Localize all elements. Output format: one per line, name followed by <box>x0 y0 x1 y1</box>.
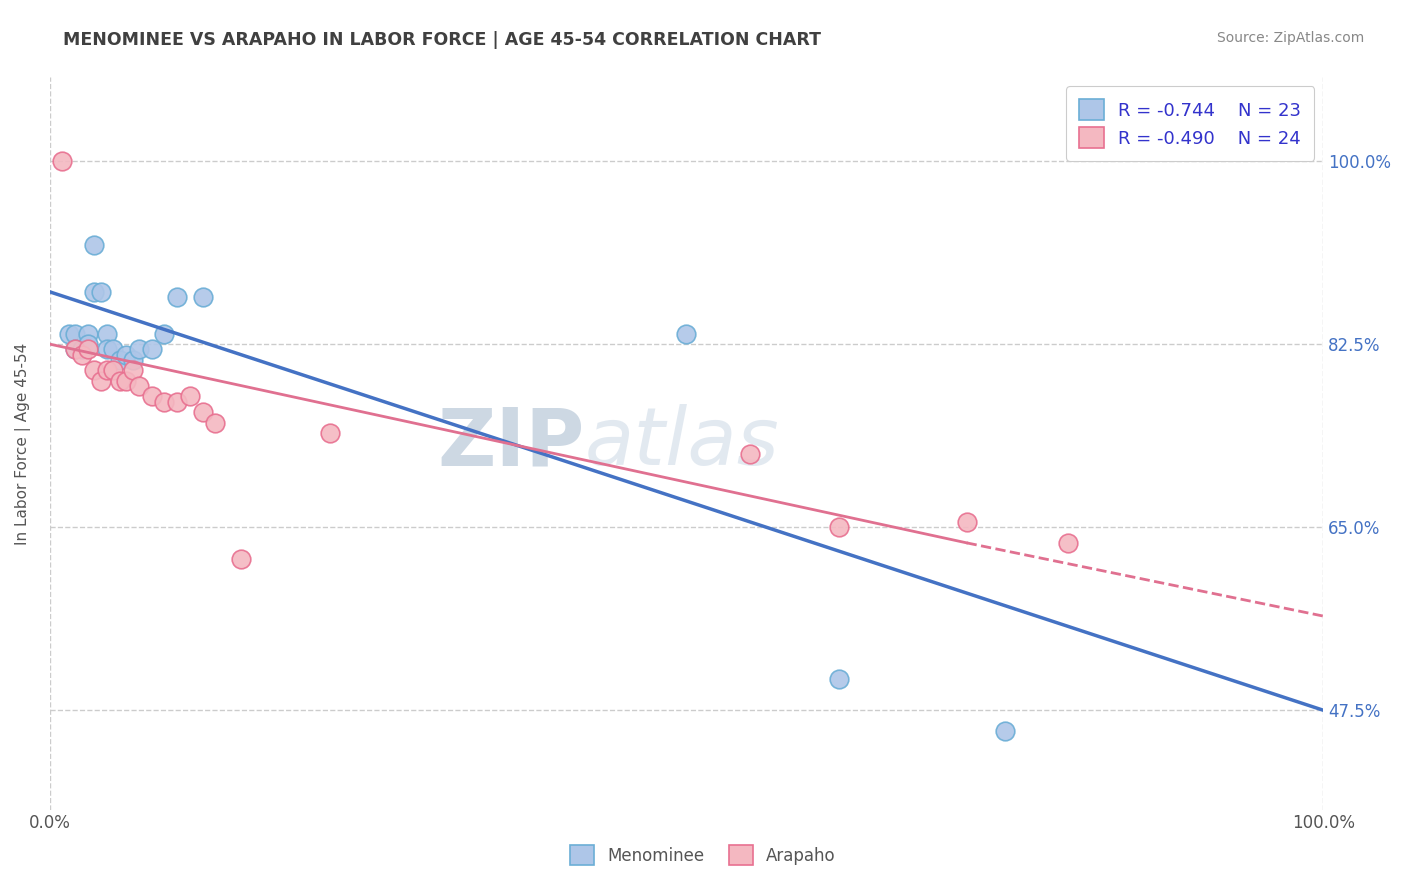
Y-axis label: In Labor Force | Age 45-54: In Labor Force | Age 45-54 <box>15 343 31 545</box>
Point <box>121 363 143 377</box>
Point <box>90 285 112 299</box>
Point <box>108 374 131 388</box>
Point <box>955 515 977 529</box>
Point <box>77 326 100 341</box>
Point <box>70 343 93 357</box>
Point <box>121 352 143 367</box>
Legend: R = -0.744    N = 23, R = -0.490    N = 24: R = -0.744 N = 23, R = -0.490 N = 24 <box>1066 87 1315 161</box>
Point <box>166 394 188 409</box>
Point <box>153 326 176 341</box>
Point <box>128 343 150 357</box>
Point <box>90 374 112 388</box>
Legend: Menominee, Arapaho: Menominee, Arapaho <box>561 836 845 875</box>
Point <box>51 154 73 169</box>
Point <box>103 343 125 357</box>
Point <box>828 520 851 534</box>
Point <box>63 343 86 357</box>
Text: MENOMINEE VS ARAPAHO IN LABOR FORCE | AGE 45-54 CORRELATION CHART: MENOMINEE VS ARAPAHO IN LABOR FORCE | AG… <box>63 31 821 49</box>
Point <box>63 326 86 341</box>
Point <box>108 352 131 367</box>
Point <box>83 363 105 377</box>
Point <box>166 290 188 304</box>
Text: Source: ZipAtlas.com: Source: ZipAtlas.com <box>1216 31 1364 45</box>
Point <box>319 425 342 440</box>
Point <box>128 379 150 393</box>
Point <box>229 551 252 566</box>
Point <box>141 343 163 357</box>
Point <box>70 348 93 362</box>
Point <box>1057 536 1080 550</box>
Point <box>58 326 80 341</box>
Point <box>141 389 163 403</box>
Text: ZIP: ZIP <box>437 404 585 483</box>
Point <box>96 363 118 377</box>
Text: atlas: atlas <box>585 404 779 483</box>
Point <box>63 343 86 357</box>
Point <box>675 326 697 341</box>
Point <box>115 374 138 388</box>
Point <box>994 724 1017 739</box>
Point <box>828 672 851 686</box>
Point <box>83 237 105 252</box>
Point <box>191 290 214 304</box>
Point <box>153 394 176 409</box>
Point <box>96 343 118 357</box>
Point <box>740 447 762 461</box>
Point <box>77 337 100 351</box>
Point <box>115 348 138 362</box>
Point <box>103 363 125 377</box>
Point <box>77 343 100 357</box>
Point <box>204 416 226 430</box>
Point <box>179 389 201 403</box>
Point <box>96 326 118 341</box>
Point <box>191 405 214 419</box>
Point <box>83 285 105 299</box>
